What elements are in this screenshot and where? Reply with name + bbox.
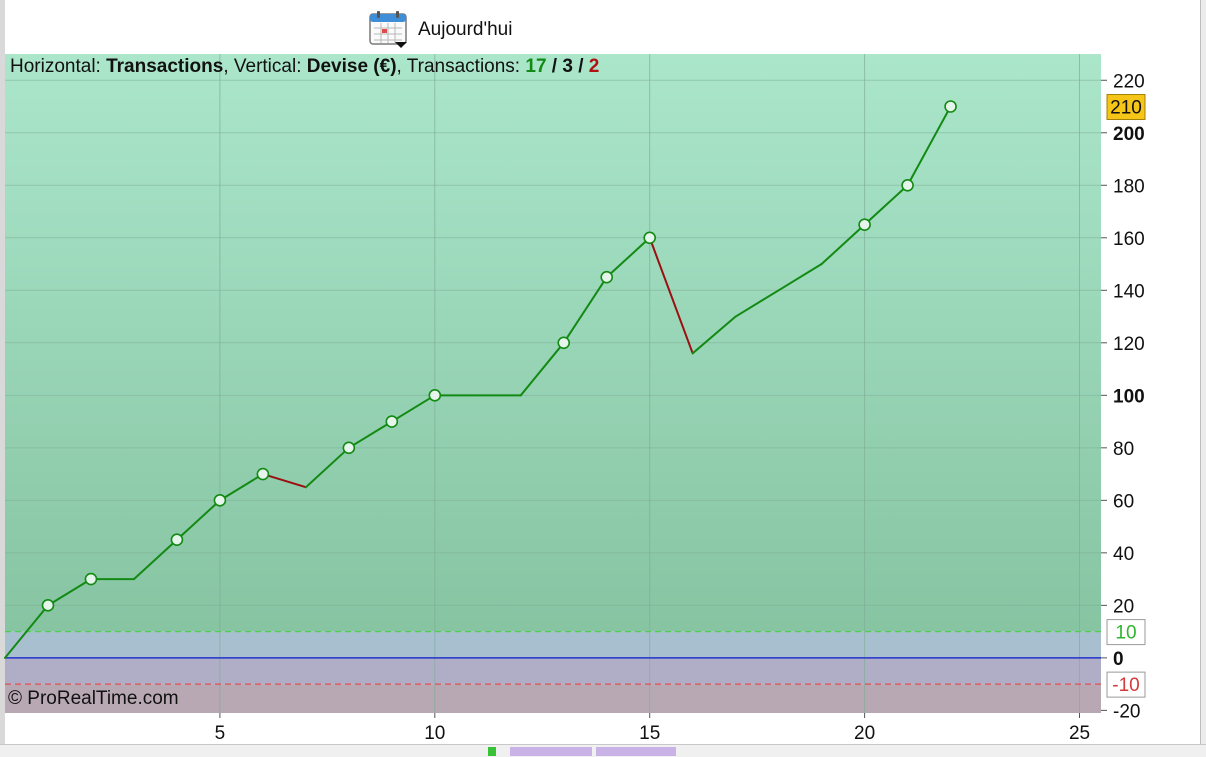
transactions-prefix: , Transactions: <box>396 56 526 77</box>
bottom-tab[interactable] <box>596 747 676 756</box>
x-tick-label: 5 <box>215 723 226 744</box>
upper-band-badge-label: 10 <box>1115 623 1136 644</box>
upper-band-badge-box <box>1106 619 1146 646</box>
upper-band-area <box>5 631 1101 658</box>
data-point <box>643 231 657 245</box>
equity-segment-up <box>304 446 350 489</box>
data-point <box>213 494 227 507</box>
x-tick-label: 10 <box>424 723 445 744</box>
equity-segment-up <box>734 289 780 318</box>
transactions-mid: 3 <box>562 56 573 77</box>
chart-header: Horizontal: Transactions, Vertical: Devi… <box>10 56 599 78</box>
data-point <box>342 441 356 455</box>
y-tick-label: 180 <box>1113 176 1145 197</box>
equity-segment-up <box>605 236 651 279</box>
equity-segment-up <box>218 473 264 502</box>
data-point <box>428 389 442 402</box>
date-label[interactable]: Aujourd'hui <box>418 19 513 40</box>
equity-segment-up <box>4 604 49 659</box>
x-tick-label: 15 <box>639 723 660 744</box>
bottom-tab[interactable] <box>510 747 592 756</box>
y-tick-label: 60 <box>1113 491 1134 512</box>
horizontal-value: Transactions <box>106 56 224 77</box>
equity-segment-up <box>562 276 608 344</box>
y-tick-label: 120 <box>1113 334 1145 355</box>
data-point <box>858 218 871 231</box>
equity-segment-up <box>132 538 178 581</box>
transactions-separator: / <box>572 56 589 77</box>
y-tick-label: 220 <box>1113 71 1145 92</box>
vertical-value: Devise (€) <box>306 56 397 77</box>
data-point <box>41 599 55 612</box>
y-tick-label: 40 <box>1113 544 1134 565</box>
bottom-indicator <box>488 747 496 756</box>
horizontal-prefix: Horizontal: <box>10 56 107 77</box>
transactions-last: 2 <box>588 56 600 77</box>
date-toolbar[interactable]: Aujourd'hui <box>368 10 512 50</box>
equity-segment-up <box>46 578 92 607</box>
equity-segment-up <box>390 394 436 423</box>
equity-segment-up <box>347 420 393 449</box>
equity-segment-up <box>175 499 221 541</box>
left-edge-strip <box>0 0 5 756</box>
x-tick-label: 20 <box>854 723 875 744</box>
right-edge-strip <box>1200 0 1206 756</box>
data-point <box>256 467 270 481</box>
last-value-badge-box <box>1106 94 1146 121</box>
y-tick-label: 20 <box>1113 596 1134 617</box>
data-point <box>901 178 914 192</box>
equity-segment-down <box>648 236 694 355</box>
bottom-area <box>5 684 1101 713</box>
equity-segment-up <box>906 105 952 187</box>
transactions-separator: / <box>546 56 563 77</box>
data-point <box>600 270 614 284</box>
equity-segment-down <box>261 473 307 489</box>
x-tick-label: 25 <box>1069 723 1090 744</box>
y-tick-label: 140 <box>1113 281 1145 302</box>
vertical-prefix: , Vertical: <box>223 56 307 77</box>
y-tick-label: 80 <box>1113 439 1134 460</box>
y-tick-label: 100 <box>1113 386 1145 407</box>
lower-band-badge-box <box>1106 671 1146 698</box>
equity-segment-up <box>519 341 565 397</box>
y-tick-label: 0 <box>1113 649 1124 670</box>
lower-band-badge-label: -10 <box>1112 675 1139 696</box>
data-point <box>944 100 957 113</box>
transactions-total: 17 <box>525 56 547 77</box>
y-tick-label: -20 <box>1113 701 1140 722</box>
equity-segment-up <box>820 223 866 266</box>
calendar-icon[interactable] <box>368 10 410 50</box>
y-tick-label: 200 <box>1113 124 1145 145</box>
data-point <box>84 572 98 586</box>
lower-band-area <box>5 657 1101 685</box>
y-tick-label: 160 <box>1113 229 1145 250</box>
data-point <box>170 533 184 547</box>
equity-segment-up <box>691 315 737 355</box>
equity-segment-up <box>863 184 909 226</box>
last-value-badge-label: 210 <box>1110 98 1142 119</box>
copyright-text: © ProRealTime.com <box>8 688 179 709</box>
equity-segment-up <box>777 263 823 292</box>
data-point <box>557 336 571 350</box>
data-point <box>385 415 399 428</box>
